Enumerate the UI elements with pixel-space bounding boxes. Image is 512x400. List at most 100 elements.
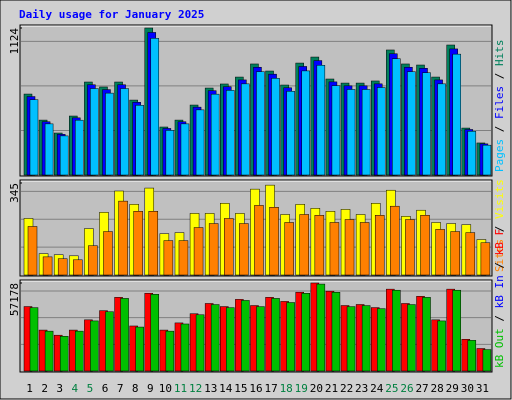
bar: [180, 123, 190, 176]
bar: [299, 214, 309, 276]
bar: [359, 222, 370, 276]
bar: [437, 83, 446, 176]
bar: [467, 131, 477, 176]
bar: [75, 119, 84, 176]
bar: [195, 109, 205, 176]
x-tick-label: 25: [385, 382, 398, 395]
bar: [44, 123, 54, 176]
bar: [314, 215, 325, 276]
bar: [254, 205, 264, 276]
legend-entry: Hits: [493, 40, 506, 67]
bar: [241, 300, 250, 372]
bar: [180, 323, 190, 372]
x-tick-label: 7: [117, 382, 124, 395]
x-tick-label: 8: [132, 382, 139, 395]
x-tick-label: 22: [340, 382, 353, 395]
bar: [88, 245, 98, 276]
bar: [316, 65, 326, 176]
x-tick-label: 21: [325, 382, 338, 395]
bar: [165, 330, 175, 372]
bar: [135, 326, 144, 372]
bar: [90, 88, 99, 176]
bar: [374, 215, 385, 276]
bar: [301, 293, 310, 372]
x-tick-label: 20: [310, 382, 323, 395]
bar: [105, 311, 114, 372]
legend-entry: Visits: [493, 179, 506, 219]
legend: kB Out / kB In / kB F: [493, 229, 506, 368]
bar: [208, 223, 219, 276]
bar: [226, 90, 235, 176]
bar: [120, 298, 129, 372]
bar: [178, 240, 189, 276]
bar: [361, 89, 371, 176]
bar: [241, 83, 250, 176]
legend-entry: kB Out: [493, 328, 506, 368]
bar: [376, 308, 386, 372]
bar: [224, 218, 234, 276]
bar: [42, 256, 53, 276]
bar: [452, 53, 461, 176]
x-tick-label: 4: [72, 382, 79, 395]
bar: [329, 222, 340, 276]
bar: [256, 306, 265, 372]
x-tick-label: 27: [415, 382, 428, 395]
bar: [344, 219, 355, 276]
bar: [390, 205, 400, 276]
bar: [226, 307, 235, 372]
x-tick-label: 17: [264, 382, 277, 395]
y-tick-label: 57178: [8, 283, 21, 316]
bar: [284, 222, 294, 276]
legend-separator: /: [493, 308, 506, 328]
bar: [482, 144, 492, 176]
x-tick-label: 5: [87, 382, 94, 395]
y-tick-label: 1124: [8, 28, 21, 55]
bar: [422, 72, 431, 176]
legend-entry: Pages: [493, 139, 506, 172]
bar: [467, 340, 477, 372]
bar: [29, 99, 39, 176]
bar: [286, 302, 295, 372]
bar: [346, 306, 356, 372]
bar: [480, 242, 491, 276]
bar: [195, 314, 205, 372]
x-tick-label: 14: [219, 382, 233, 395]
bar: [75, 330, 84, 372]
legend-entry: Files: [493, 86, 506, 119]
y-tick-label: 345: [8, 183, 21, 203]
bar: [150, 294, 160, 372]
legend: Pages / Files / Hits: [493, 40, 506, 173]
bar: [210, 93, 220, 176]
bar: [392, 58, 401, 176]
x-tick-label: 31: [476, 382, 489, 395]
bar: [210, 304, 220, 372]
bar: [450, 231, 460, 276]
bar: [59, 336, 69, 372]
bar: [331, 85, 341, 176]
bar: [361, 305, 371, 372]
bar: [437, 320, 446, 372]
bar: [148, 211, 159, 276]
x-tick-label: 15: [234, 382, 247, 395]
bar: [420, 215, 430, 276]
bar: [163, 240, 174, 276]
chart-title: Daily usage for January 2025: [19, 8, 204, 21]
bar: [286, 91, 295, 176]
bar: [118, 200, 128, 276]
bar: [301, 70, 310, 176]
bar: [376, 87, 386, 176]
x-tick-label: 3: [56, 382, 63, 395]
x-tick-label: 16: [249, 382, 262, 395]
x-tick-label: 11: [174, 382, 187, 395]
legend-entry: kB In: [493, 275, 506, 308]
bar: [392, 289, 401, 372]
legend-entry: Sites: [493, 239, 506, 272]
bar: [271, 78, 280, 176]
bar: [193, 227, 204, 276]
x-tick-label: 1: [26, 382, 33, 395]
bar: [120, 88, 129, 176]
x-tick-label: 19: [295, 382, 308, 395]
legend-separator: /: [493, 219, 506, 239]
bar: [256, 71, 265, 176]
